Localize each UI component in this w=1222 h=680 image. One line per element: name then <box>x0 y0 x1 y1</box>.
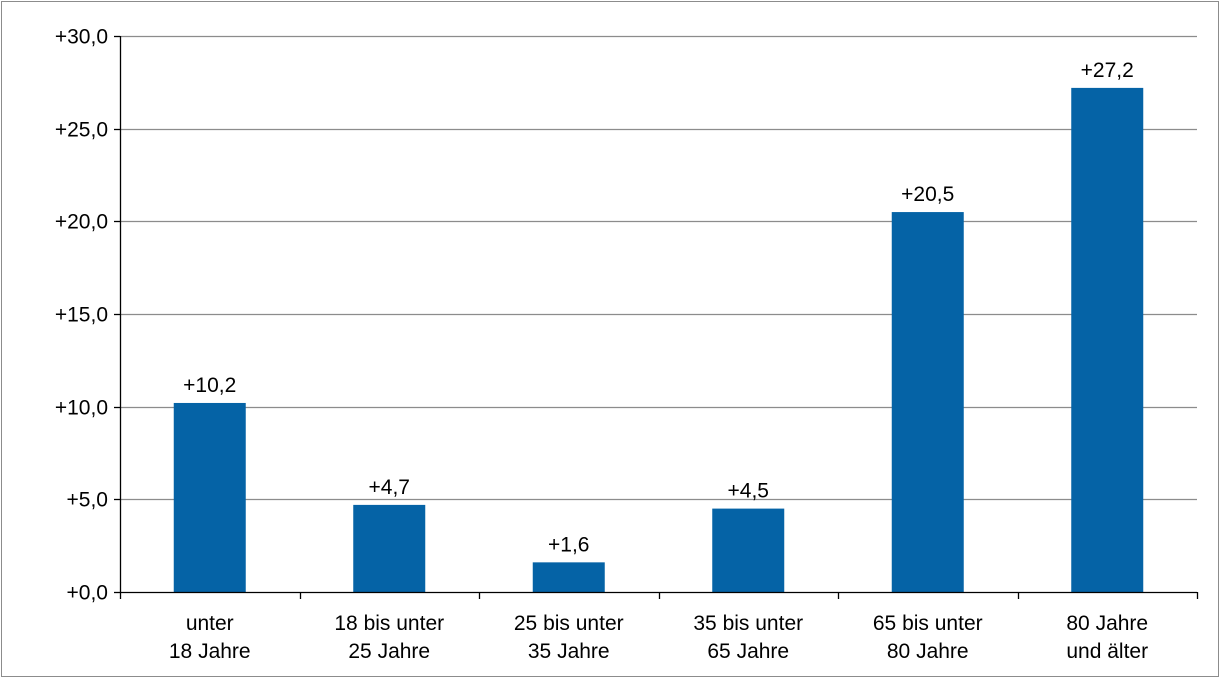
x-tick-label-line: 25 Jahre <box>348 640 430 663</box>
bar <box>1071 87 1144 592</box>
data-label: +1,6 <box>548 533 589 556</box>
y-tick-label: +0,0 <box>67 582 108 605</box>
bar <box>173 402 246 592</box>
x-tick-label-line: und älter <box>1066 640 1148 663</box>
x-tick-label: 18 bis unter 25 Jahre <box>334 612 444 663</box>
y-tick-label: +20,0 <box>55 211 108 234</box>
x-tick-label-line: unter <box>186 612 234 635</box>
x-tick-label: 80 Jahre und älter <box>1066 612 1148 663</box>
bar <box>712 508 785 592</box>
x-tick-label-line: 18 bis unter <box>334 612 444 635</box>
x-tick-label-line: 35 Jahre <box>528 640 610 663</box>
x-tick-label: 25 bis unter 35 Jahre <box>514 612 624 663</box>
data-label: +4,5 <box>728 480 769 503</box>
y-tick-label: +30,0 <box>55 26 108 49</box>
x-tick-label-line: 25 bis unter <box>514 612 624 635</box>
y-tick-label: +15,0 <box>55 304 108 327</box>
data-label: +27,2 <box>1081 59 1134 82</box>
data-label: +10,2 <box>183 374 236 397</box>
bar <box>532 562 605 592</box>
data-label: +4,7 <box>369 476 410 499</box>
y-tick-label: +10,0 <box>55 397 108 420</box>
x-tick-label-line: 35 bis unter <box>693 612 803 635</box>
y-tick-label: +5,0 <box>67 489 108 512</box>
x-tick-label-line: 80 Jahre <box>887 640 969 663</box>
bar <box>891 212 964 593</box>
x-tick-label: 35 bis unter 65 Jahre <box>693 612 803 663</box>
bar <box>353 504 426 592</box>
x-tick-label-line: 65 Jahre <box>707 640 789 663</box>
data-label: +20,5 <box>901 183 954 206</box>
x-tick-label: 65 bis unter 80 Jahre <box>873 612 983 663</box>
x-tick-label-line: 80 Jahre <box>1066 612 1148 635</box>
x-tick-label: unter 18 Jahre <box>169 612 251 663</box>
x-tick-label-line: 18 Jahre <box>169 640 251 663</box>
x-tick-label-line: 65 bis unter <box>873 612 983 635</box>
y-tick-label: +25,0 <box>55 119 108 142</box>
